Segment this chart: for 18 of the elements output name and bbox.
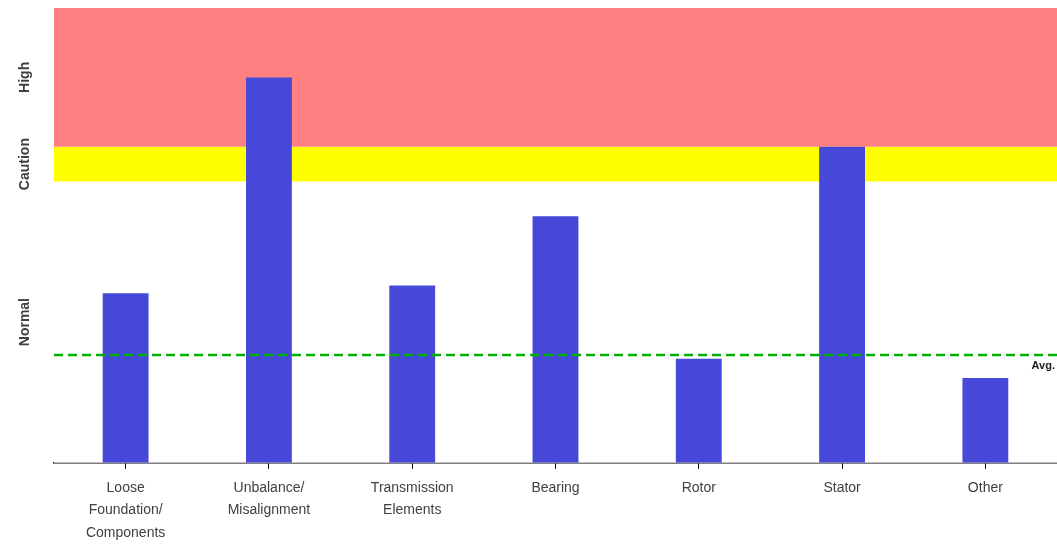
x-tick-label: Stator (823, 478, 862, 495)
bar (532, 216, 579, 463)
ref-line-label: Avg. (1031, 359, 1055, 372)
x-tick-label: Rotor (681, 478, 717, 495)
x-tick-label: Loose Foundation/Components (85, 478, 166, 540)
bar (962, 378, 1009, 463)
bar (819, 146, 865, 463)
x-tick-label: Other (967, 478, 1004, 495)
x-tick-label: Transmission Elements (370, 478, 454, 518)
bar (389, 285, 436, 463)
band-label: Caution (15, 138, 32, 191)
bar (102, 293, 149, 463)
band-label: Normal (15, 298, 32, 347)
x-tick-label: Unbalance/Misalignment (227, 478, 311, 518)
bar (675, 358, 722, 463)
x-tick-label: Bearing (531, 478, 580, 495)
band-label: High (15, 61, 32, 93)
bar (246, 77, 292, 463)
